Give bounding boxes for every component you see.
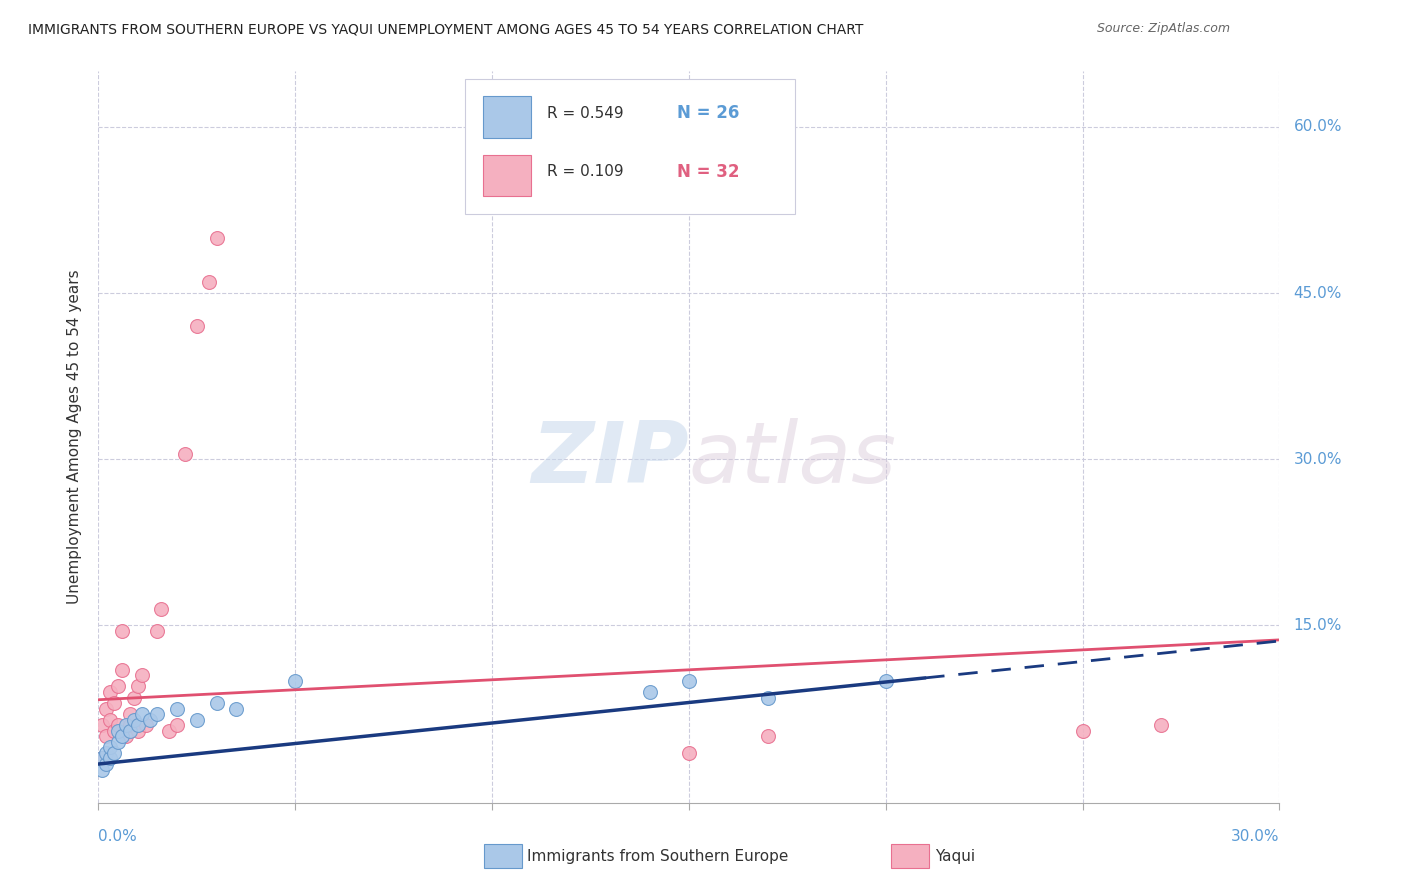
Point (205, 230, 228, 244)
Point (166, 701, 188, 715)
Text: 15.0%: 15.0% (1294, 618, 1341, 633)
Point (756, 690, 779, 705)
Point (127, 723, 149, 738)
Text: atlas: atlas (689, 417, 897, 500)
Text: IMMIGRANTS FROM SOUTHERN EUROPE VS YAQUI UNEMPLOYMENT AMONG AGES 45 TO 54 YEARS : IMMIGRANTS FROM SOUTHERN EUROPE VS YAQUI… (28, 22, 863, 37)
Point (91, 718, 114, 732)
Point (103, 746, 125, 760)
Point (91, 751, 114, 765)
Point (96, 701, 118, 715)
Point (111, 624, 134, 638)
Point (166, 718, 188, 732)
Point (127, 680, 149, 694)
Text: Immigrants from Southern Europe: Immigrants from Southern Europe (527, 849, 789, 863)
Point (118, 723, 141, 738)
Text: 30.0%: 30.0% (1294, 451, 1341, 467)
Point (186, 319, 208, 334)
Text: R = 0.109: R = 0.109 (547, 164, 624, 179)
Point (131, 668, 153, 682)
Point (135, 718, 157, 732)
Point (103, 723, 125, 738)
Text: Source: ZipAtlas.com: Source: ZipAtlas.com (1097, 22, 1230, 36)
Point (103, 696, 125, 710)
Y-axis label: Unemployment Among Ages 45 to 54 years: Unemployment Among Ages 45 to 54 years (67, 269, 83, 605)
Point (118, 718, 141, 732)
Point (138, 713, 160, 727)
Point (122, 690, 145, 705)
Point (1071, 723, 1094, 738)
Point (638, 685, 661, 699)
Point (1150, 718, 1173, 732)
Point (174, 447, 197, 461)
Point (127, 718, 149, 732)
Point (146, 624, 169, 638)
Point (107, 723, 129, 738)
Text: R = 0.549: R = 0.549 (547, 105, 624, 120)
Point (122, 713, 145, 727)
Point (225, 701, 247, 715)
Point (146, 707, 169, 722)
Point (96, 746, 118, 760)
FancyBboxPatch shape (464, 78, 796, 214)
Text: N = 26: N = 26 (678, 104, 740, 122)
Point (91, 763, 114, 777)
Point (107, 718, 129, 732)
Point (111, 663, 134, 677)
Text: 45.0%: 45.0% (1294, 285, 1341, 301)
Point (875, 673, 897, 688)
Point (96, 729, 118, 743)
Point (107, 735, 129, 749)
Text: 30.0%: 30.0% (1232, 830, 1279, 844)
Point (111, 729, 134, 743)
Point (98, 685, 121, 699)
Point (107, 680, 129, 694)
Point (115, 729, 138, 743)
Point (98, 751, 121, 765)
Point (96, 757, 118, 772)
Point (197, 275, 219, 289)
Point (186, 713, 208, 727)
Point (98, 740, 121, 755)
Point (678, 746, 700, 760)
FancyBboxPatch shape (484, 154, 530, 196)
Point (157, 723, 180, 738)
Point (756, 729, 779, 743)
Point (118, 707, 141, 722)
Point (131, 707, 153, 722)
Text: 0.0%: 0.0% (98, 830, 138, 844)
Point (115, 718, 138, 732)
Point (150, 602, 173, 616)
Text: 60.0%: 60.0% (1294, 120, 1341, 135)
Text: ZIP: ZIP (531, 417, 689, 500)
Point (98, 713, 121, 727)
FancyBboxPatch shape (484, 96, 530, 138)
Point (284, 673, 307, 688)
Point (91, 751, 114, 765)
Text: Yaqui: Yaqui (935, 849, 976, 863)
Point (205, 696, 228, 710)
Text: N = 32: N = 32 (678, 162, 740, 180)
Point (678, 673, 700, 688)
